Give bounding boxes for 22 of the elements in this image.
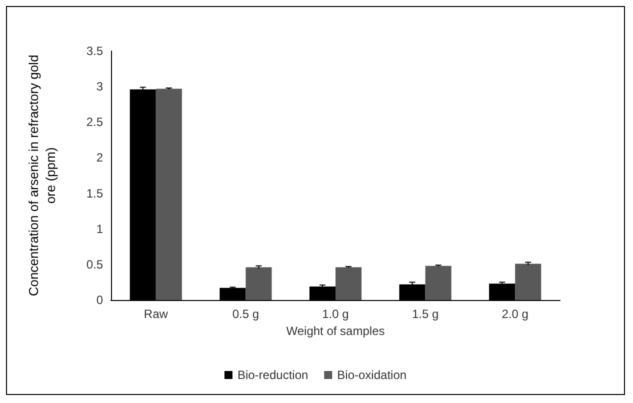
y-tick-label: 1: [96, 222, 104, 236]
y-tick-label: 1.5: [86, 186, 104, 200]
bar: [156, 88, 182, 300]
y-tick-label: 3.5: [86, 44, 104, 58]
bar: [515, 264, 542, 300]
bar: [246, 267, 272, 300]
x-tick-label: 1.5 g: [412, 307, 439, 321]
legend-label: Bio-reduction: [237, 368, 308, 382]
y-tick-label: 0.5: [86, 257, 104, 272]
bar: [336, 267, 362, 300]
x-tick-label: 1.0 g: [322, 307, 349, 321]
bar: [425, 266, 452, 300]
legend-label: Bio-oxidation: [337, 368, 407, 382]
x-axis-title: Weight of samples: [286, 324, 385, 338]
x-tick-label: Raw: [144, 307, 168, 321]
y-tick-label: 0: [96, 293, 104, 307]
x-tick-label: 2.0 g: [502, 307, 528, 321]
y-tick-label: 2.5: [86, 115, 104, 130]
y-tick-label: 3: [96, 80, 104, 94]
y-axis-title: Concentration of arsenic in refractory gold ore (ppm): [26, 54, 58, 296]
x-tick-label: 0.5 g: [232, 307, 260, 321]
y-tick-label: 2: [96, 150, 104, 165]
